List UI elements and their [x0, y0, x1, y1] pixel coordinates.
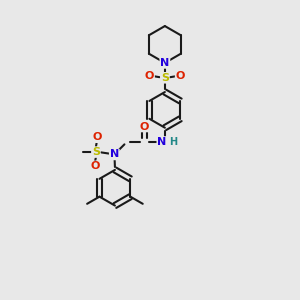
Text: N: N — [157, 137, 167, 147]
Text: O: O — [176, 71, 185, 81]
Text: S: S — [92, 147, 100, 157]
Text: N: N — [160, 58, 170, 68]
Text: O: O — [145, 71, 154, 81]
Text: O: O — [92, 132, 101, 142]
Text: H: H — [169, 137, 177, 147]
Text: N: N — [110, 149, 119, 160]
Text: S: S — [161, 73, 169, 83]
Text: O: O — [90, 161, 100, 171]
Text: O: O — [140, 122, 149, 131]
